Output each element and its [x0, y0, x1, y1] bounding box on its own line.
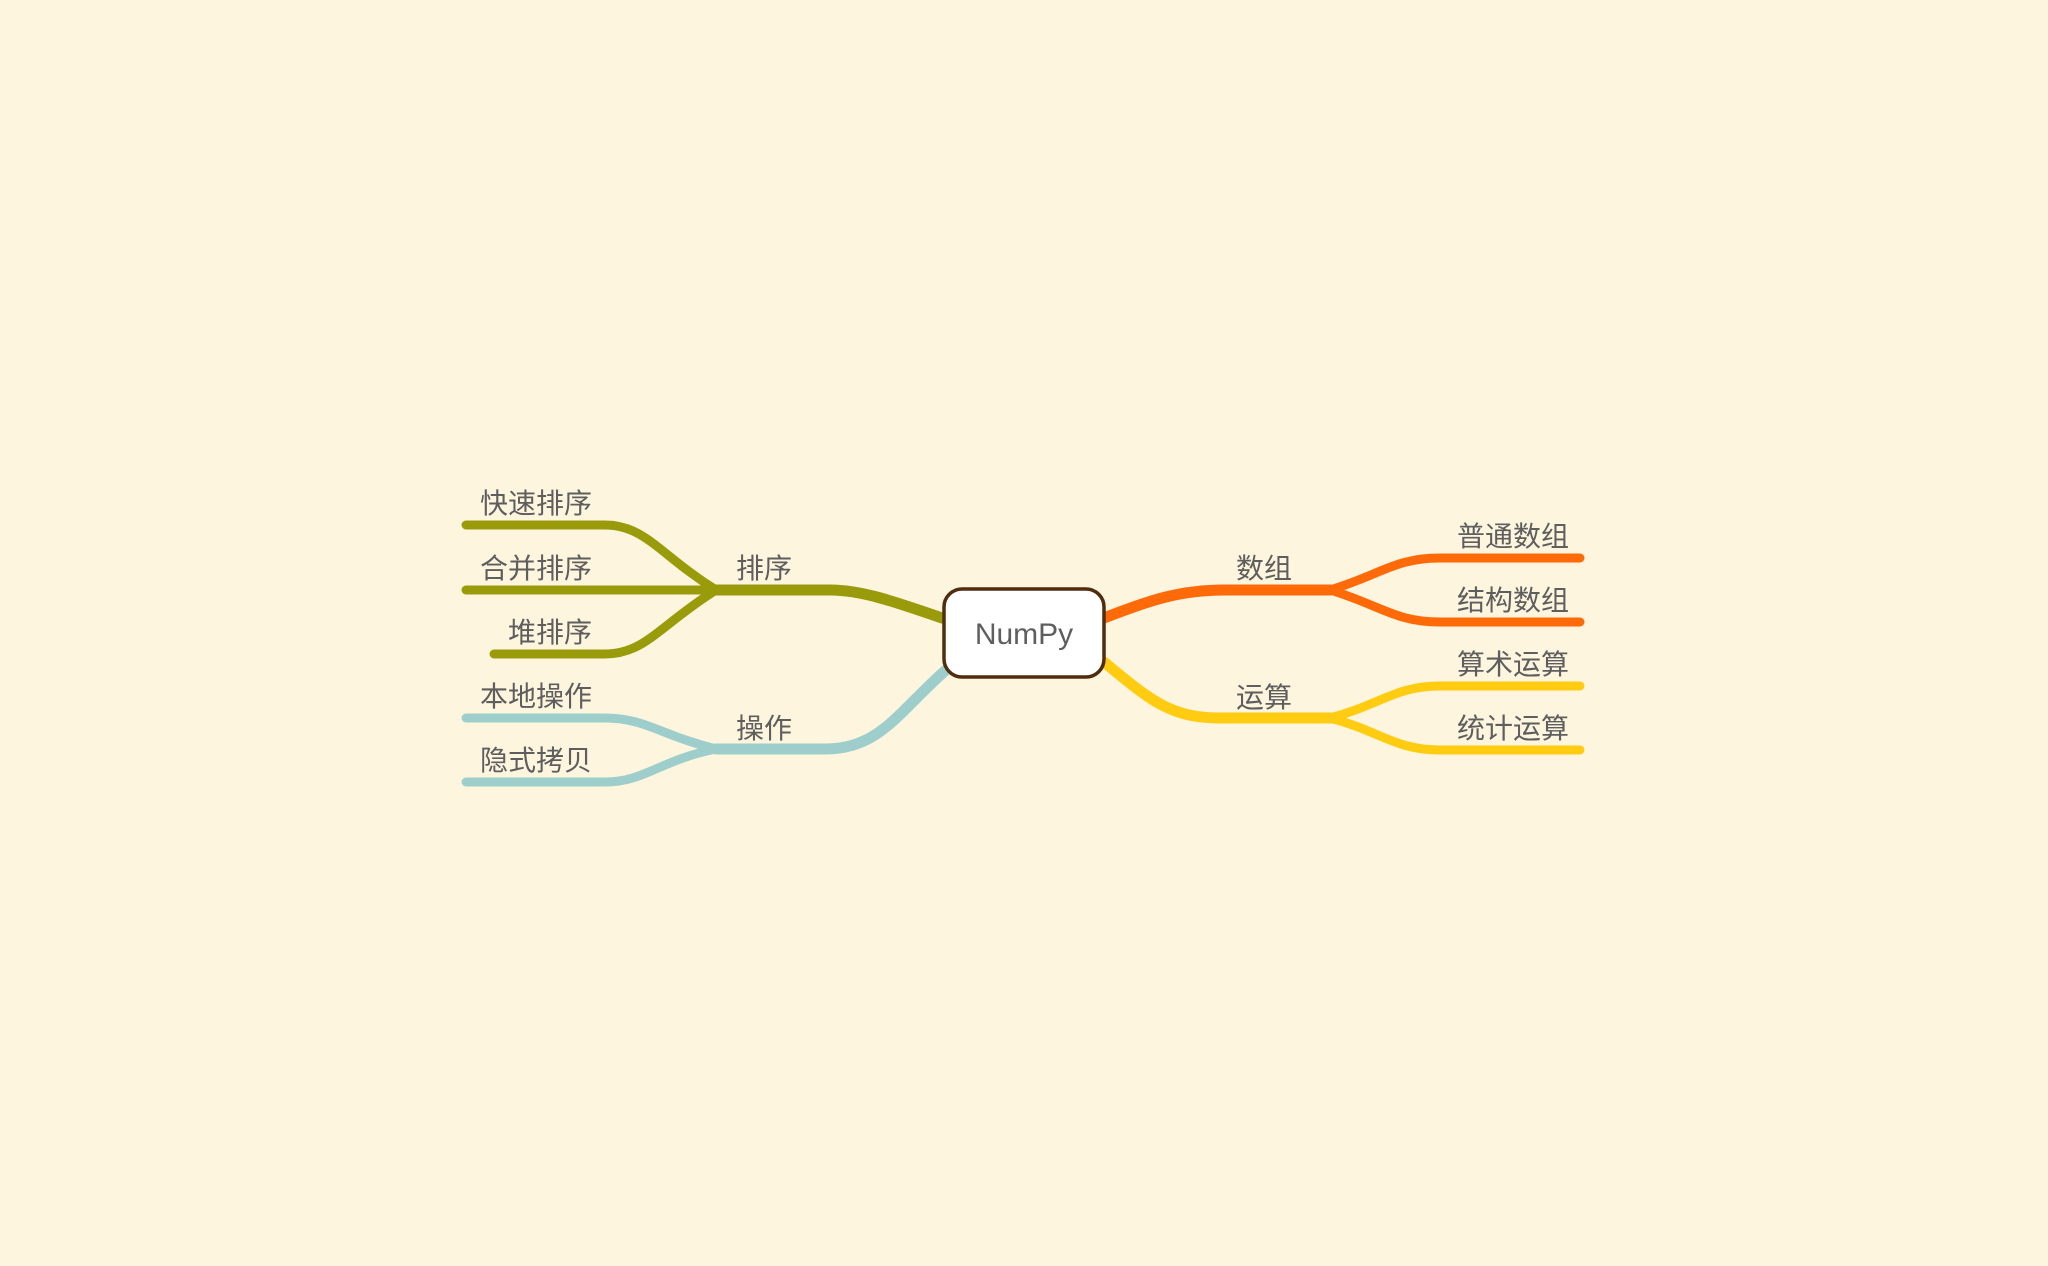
child-line-quick-sort [461, 520, 721, 595]
central-topic-box[interactable] [942, 587, 1106, 679]
child-line-arithmetic [1325, 681, 1585, 723]
branch-sorting: 排序 快速排序 合并排序 堆排序 [461, 487, 948, 659]
branch-label-computation[interactable]: 运算 [1236, 681, 1292, 714]
central-topic-label: NumPy [975, 618, 1073, 651]
branch-line-sorting [710, 584, 948, 624]
branch-label-operations[interactable]: 操作 [736, 712, 792, 745]
branch-line-operations [710, 664, 952, 755]
branch-line-arrays [1098, 584, 1336, 624]
branch-label-sorting[interactable]: 排序 [736, 552, 792, 585]
child-line-implicit-copy [461, 744, 721, 787]
branch-operations: 操作 本地操作 隐式拷贝 [461, 664, 952, 787]
child-line-statistics [1325, 713, 1585, 755]
child-label-quick-sort[interactable]: 快速排序 [480, 487, 592, 520]
child-line-heap-sort [489, 585, 721, 659]
child-label-local-ops[interactable]: 本地操作 [480, 680, 592, 713]
child-label-structured-array[interactable]: 结构数组 [1457, 584, 1569, 617]
child-line-ordinary-array [1325, 553, 1585, 595]
central-topic[interactable]: NumPy [942, 587, 1106, 679]
branch-computation: 运算 算术运算 统计运算 [1098, 648, 1585, 755]
child-label-heap-sort[interactable]: 堆排序 [508, 616, 592, 649]
branch-arrays: 数组 普通数组 结构数组 [1098, 520, 1585, 627]
child-label-ordinary-array[interactable]: 普通数组 [1457, 520, 1569, 553]
child-label-statistics[interactable]: 统计运算 [1457, 712, 1569, 745]
child-line-structured-array [1325, 585, 1585, 627]
branch-line-computation [1098, 656, 1336, 724]
child-label-merge-sort[interactable]: 合并排序 [480, 552, 592, 585]
child-line-local-ops [461, 713, 721, 754]
child-label-implicit-copy[interactable]: 隐式拷贝 [480, 744, 592, 777]
child-label-arithmetic[interactable]: 算术运算 [1457, 648, 1569, 681]
branch-label-arrays[interactable]: 数组 [1236, 552, 1292, 585]
